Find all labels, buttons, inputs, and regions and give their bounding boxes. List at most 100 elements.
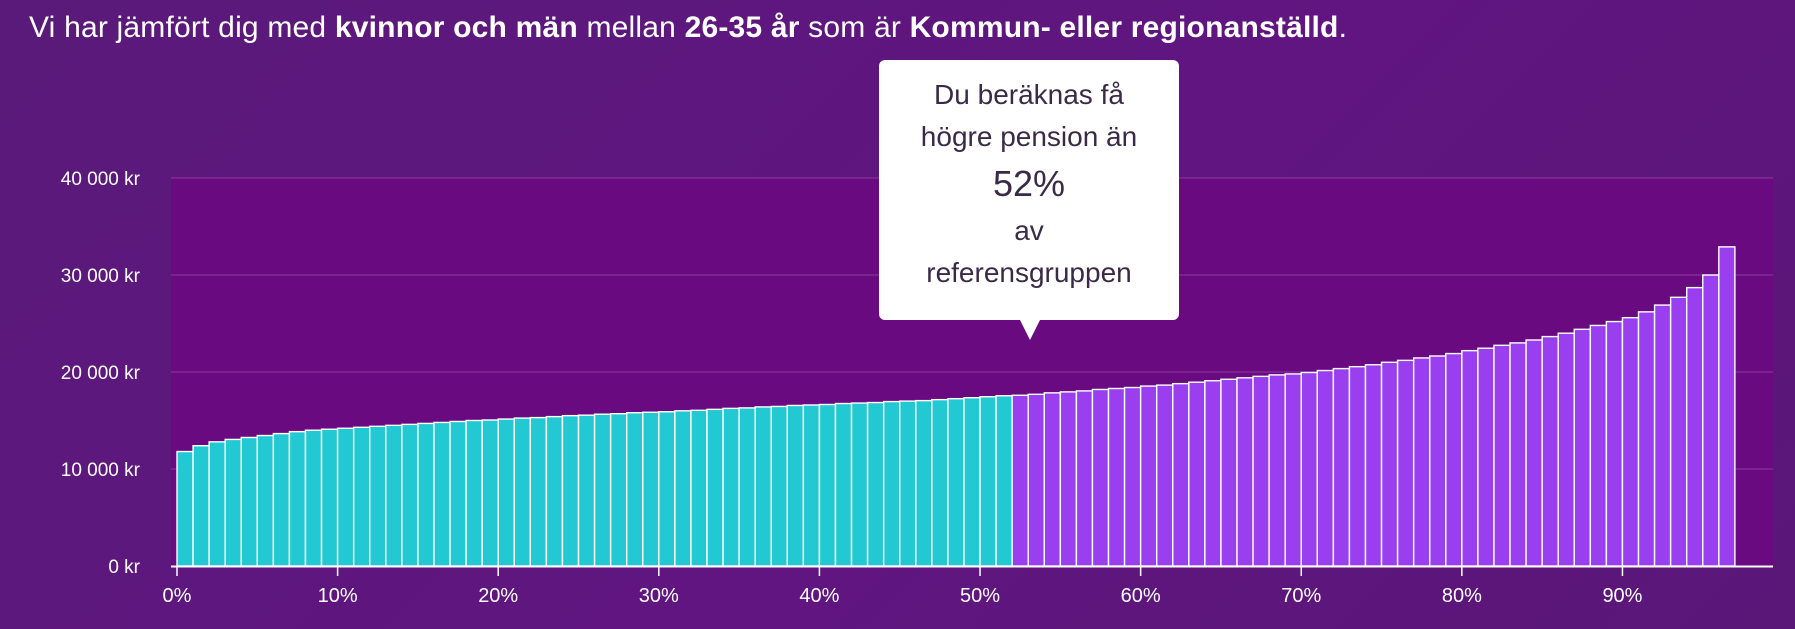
y-tick-label: 40 000 kr [61, 169, 141, 190]
x-tick-label: 20% [478, 585, 518, 607]
bar-below [642, 411, 660, 567]
bar-below [465, 419, 483, 567]
bar-above [1268, 374, 1286, 567]
bar-above [1525, 339, 1543, 567]
bar-below [674, 410, 692, 567]
bar-below [352, 426, 371, 567]
bar-below [754, 406, 772, 567]
bar-above [1509, 342, 1527, 567]
bar-below [625, 412, 644, 567]
bar-above [1477, 347, 1495, 567]
bar-below [786, 404, 805, 567]
bar-below [224, 438, 242, 567]
bar-below [722, 407, 740, 567]
bar-below [433, 421, 451, 567]
bar-below [529, 416, 548, 567]
tooltip-line-1: Du beräknas få [934, 79, 1124, 110]
bar-above [1123, 386, 1142, 567]
x-tick-label: 80% [1442, 585, 1482, 607]
bar-above [1316, 369, 1335, 567]
headline-group: kvinnor och män [334, 11, 578, 44]
y-tick-label: 30 000 kr [61, 266, 141, 287]
bar-below [449, 420, 467, 567]
bar-below [208, 441, 226, 567]
tooltip-line-2: högre pension än [920, 121, 1138, 152]
bar-below [802, 404, 821, 567]
bar-below [176, 450, 194, 567]
headline-middle: som är [799, 11, 910, 44]
bar-above [1380, 361, 1399, 567]
bar-above [1204, 380, 1222, 567]
bar-below [272, 432, 291, 567]
bar-below [369, 425, 387, 567]
bar-above [1461, 349, 1479, 567]
bar-above [1172, 382, 1190, 567]
bar-above [1348, 365, 1367, 567]
bar-above [1236, 377, 1254, 567]
tooltip-percent: 52% [992, 163, 1066, 204]
bar-above [1075, 390, 1094, 567]
bar-below [706, 408, 724, 567]
bar-above [1445, 352, 1463, 567]
bar-below [336, 427, 355, 567]
bar-below [577, 414, 596, 567]
y-tick-label: 0 kr [108, 557, 140, 578]
bar-below [609, 413, 628, 567]
x-tick-label: 90% [1602, 585, 1642, 607]
bar-below [561, 414, 580, 567]
bar-above [1493, 344, 1511, 567]
bar-above [1091, 388, 1110, 567]
y-tick-label: 20 000 kr [61, 363, 141, 384]
bar-above [1412, 357, 1431, 567]
bar-below [385, 424, 403, 567]
bar-above [1653, 304, 1672, 567]
comparison-headline: Vi har jämfört dig med kvinnor och män m… [29, 8, 1347, 48]
x-tick-label: 0% [163, 585, 192, 607]
bar-below [240, 436, 259, 567]
x-tick-label: 30% [639, 585, 679, 607]
bar-below [899, 400, 917, 567]
bar-below [850, 402, 869, 567]
bar-below [513, 417, 532, 567]
bar-below [818, 403, 837, 567]
bar-below [690, 409, 708, 567]
bar-above [1541, 335, 1559, 567]
bar-above [1364, 364, 1383, 567]
bar-above [1332, 367, 1351, 567]
bar-above [1685, 286, 1704, 567]
bar-above [1155, 384, 1174, 567]
bar-below [947, 397, 965, 567]
bar-above [1043, 392, 1062, 567]
bar-above [1637, 311, 1656, 567]
bar-below [481, 419, 499, 567]
bar-above [1139, 385, 1158, 567]
bar-below [417, 422, 435, 567]
bar-above [1252, 375, 1270, 567]
bar-below [738, 407, 756, 567]
bar-below [979, 396, 997, 567]
y-tick-label: 10 000 kr [61, 460, 141, 481]
headline-suffix: . [1338, 11, 1348, 44]
bar-below [401, 423, 419, 567]
bar-above [1621, 316, 1640, 567]
bar-below [770, 405, 789, 567]
tooltip-pointer [1019, 318, 1041, 340]
x-tick-label: 70% [1281, 585, 1321, 607]
x-tick-label: 40% [799, 585, 839, 607]
bar-above [1300, 371, 1319, 567]
bar-below [995, 395, 1013, 567]
bar-below [288, 430, 307, 567]
bar-below [256, 434, 275, 567]
bar-above [1396, 359, 1415, 567]
bar-above [1702, 274, 1720, 567]
bar-below [866, 401, 885, 567]
bar-above [1557, 332, 1575, 567]
bar-below [192, 445, 210, 567]
headline-category: Kommun- eller regionanställd [909, 11, 1339, 44]
bar-below [882, 400, 901, 567]
bar-below [963, 397, 981, 567]
bar-above [1669, 296, 1688, 567]
headline-age: 26-35 år [684, 11, 800, 44]
headline-between: mellan [577, 11, 685, 44]
